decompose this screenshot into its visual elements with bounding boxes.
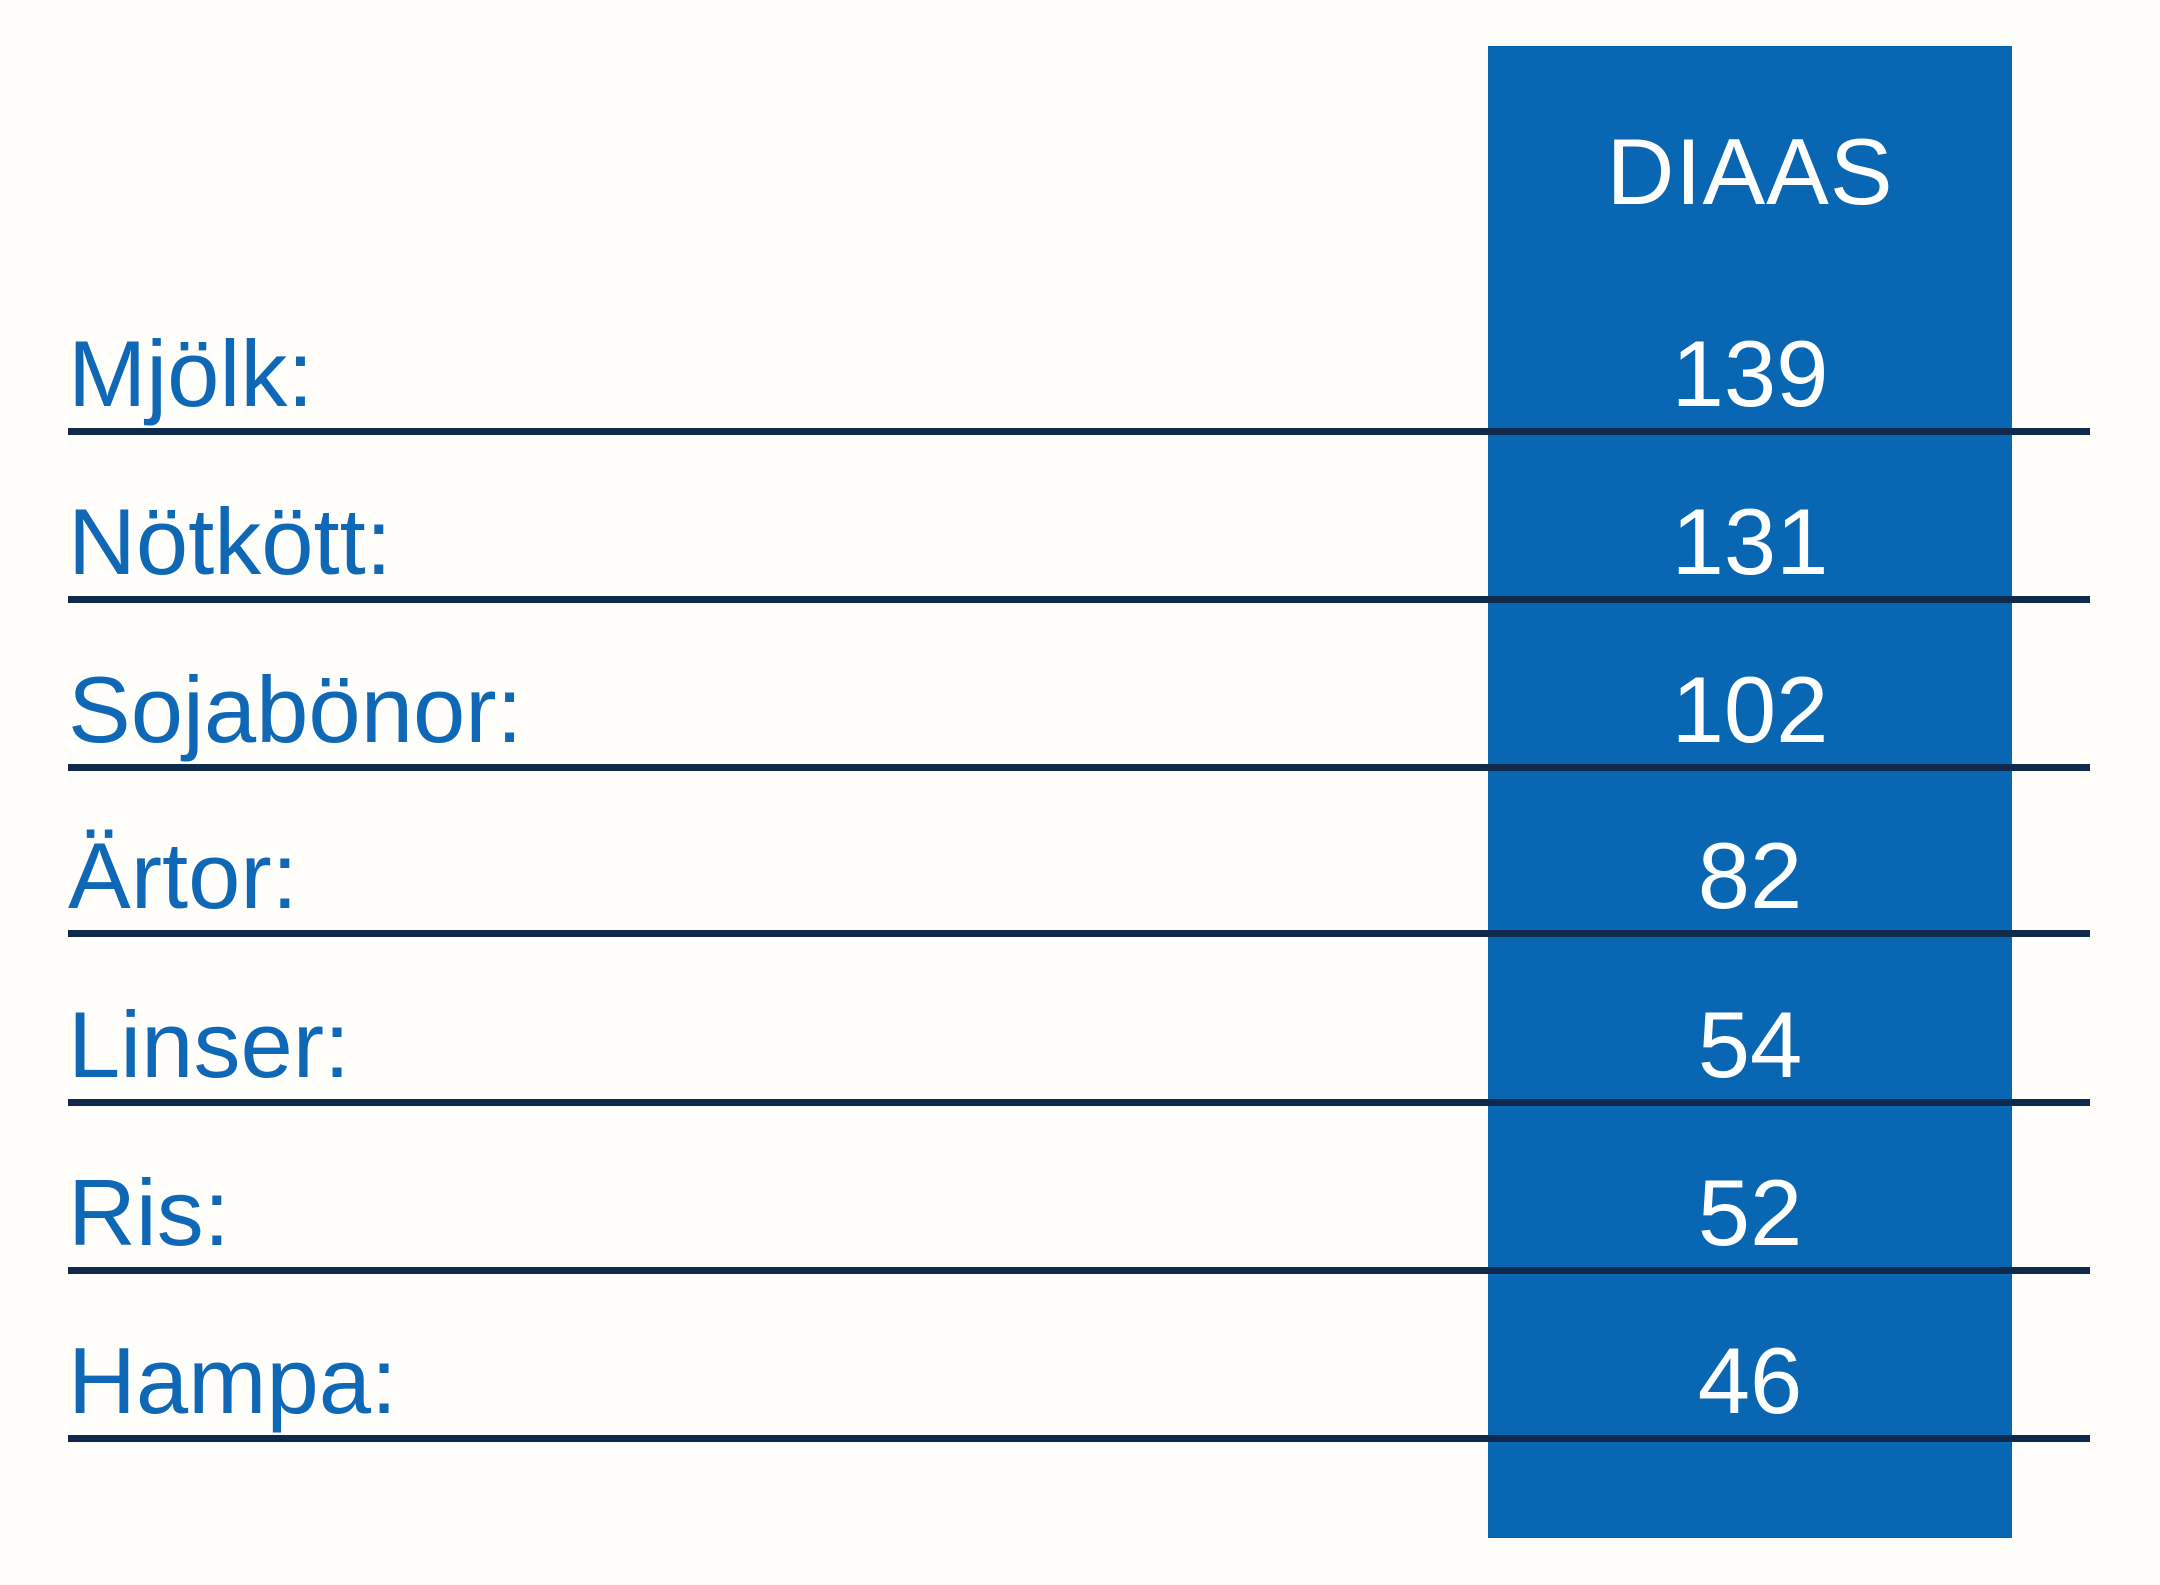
row-divider-line [68,428,2090,435]
row-label: Mjölk: [68,321,314,426]
diaas-column-background [1488,46,2012,1538]
row-label: Ärtor: [68,823,298,928]
column-header-diaas: DIAAS [1606,119,1894,224]
row-divider-line [68,764,2090,771]
row-label: Nötkött: [68,489,392,594]
row-value: 102 [1671,657,1829,762]
row-divider-line [68,1435,2090,1442]
row-value: 82 [1697,823,1803,928]
row-value: 139 [1671,321,1829,426]
row-value: 131 [1671,489,1829,594]
row-label: Hampa: [68,1328,398,1433]
row-label: Sojabönor: [68,657,523,762]
row-divider-line [68,1267,2090,1274]
row-value: 54 [1697,992,1803,1097]
row-value: 52 [1697,1160,1803,1265]
row-divider-line [68,930,2090,937]
row-label: Ris: [68,1160,230,1265]
row-divider-line [68,596,2090,603]
row-divider-line [68,1099,2090,1106]
row-label: Linser: [68,992,351,1097]
row-value: 46 [1697,1328,1803,1433]
